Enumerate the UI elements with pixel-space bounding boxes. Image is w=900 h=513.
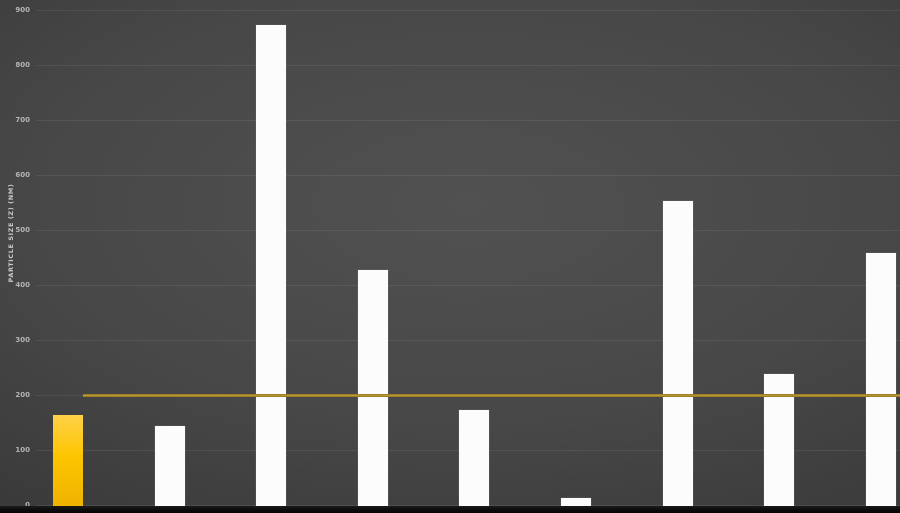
gridline-900 [36, 10, 900, 11]
bar-6 [561, 497, 591, 506]
bar-3 [256, 24, 287, 506]
bottom-edge-strip [0, 506, 900, 513]
gridline-700 [36, 120, 900, 121]
y-tick-label-800: 800 [15, 61, 30, 69]
gridline-500 [36, 230, 900, 231]
y-tick-label-700: 700 [15, 116, 30, 124]
y-tick-label-500: 500 [15, 226, 30, 234]
bar-1 [53, 415, 83, 506]
y-tick-label-900: 900 [15, 6, 30, 14]
gridline-800 [36, 65, 900, 66]
bar-9 [865, 253, 896, 506]
y-tick-label-0: 0 [25, 501, 30, 509]
gridline-600 [36, 175, 900, 176]
bar-7 [662, 200, 693, 506]
reference-line [83, 394, 900, 397]
y-tick-label-300: 300 [15, 336, 30, 344]
bar-5 [459, 409, 490, 506]
bar-4 [357, 269, 388, 506]
gridline-400 [36, 285, 900, 286]
y-tick-label-600: 600 [15, 171, 30, 179]
gridline-300 [36, 340, 900, 341]
y-tick-label-400: 400 [15, 281, 30, 289]
y-tick-label-200: 200 [15, 391, 30, 399]
bar-2 [154, 426, 185, 506]
y-tick-label-100: 100 [15, 446, 30, 454]
